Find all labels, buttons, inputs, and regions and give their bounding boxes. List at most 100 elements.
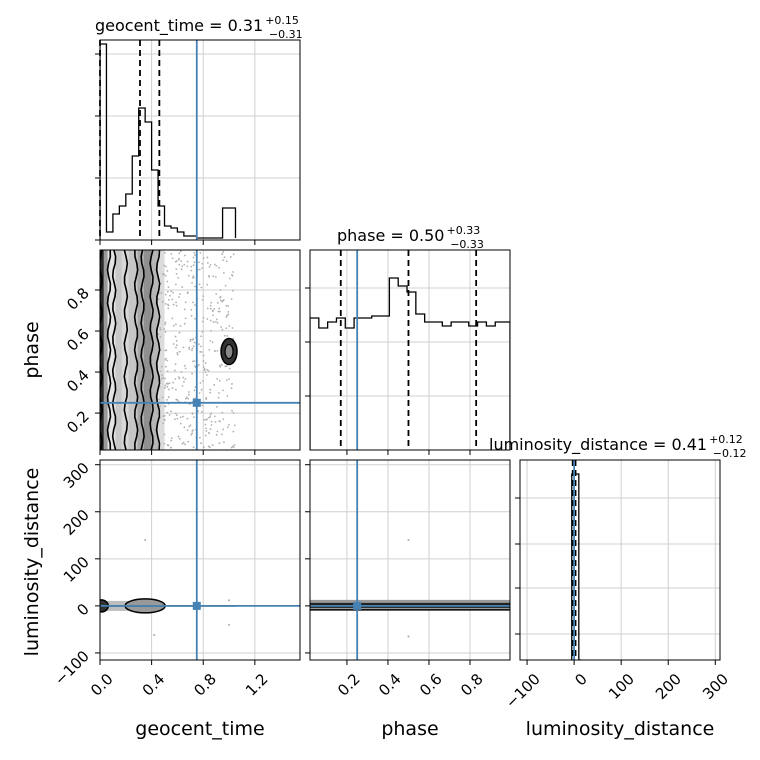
scatter-point (191, 347, 194, 350)
scatter-point (192, 360, 194, 363)
scatter-point (199, 350, 202, 353)
scatter-point (213, 384, 216, 386)
scatter-point (179, 416, 182, 419)
scatter-point (165, 265, 167, 268)
scatter-point (163, 264, 166, 267)
scatter-point (178, 437, 181, 440)
scatter-point (168, 382, 171, 385)
dist-vs-time-ytick-label-0: −100 (51, 647, 93, 689)
scatter-point (167, 307, 170, 310)
scatter-point (221, 433, 223, 436)
dist-hist-xtick-label-4: 300 (699, 670, 732, 703)
scatter-point (182, 441, 185, 444)
scatter-point (219, 420, 221, 423)
scatter-point (221, 299, 224, 302)
scatter-point (218, 307, 221, 310)
scatter-point (192, 416, 195, 419)
scatter-point (208, 432, 210, 435)
scatter-point (182, 380, 185, 383)
scatter-point (190, 269, 193, 272)
scatter-point (165, 365, 167, 368)
scatter-point (190, 309, 193, 311)
scatter-point (201, 262, 204, 265)
scatter-point (178, 263, 181, 266)
scatter-point (172, 343, 175, 345)
scatter-point (209, 428, 212, 431)
frame-p11 (309, 249, 511, 451)
density-geocent-time-phase (100, 250, 238, 450)
frame-p00 (99, 39, 301, 241)
scatter-point (224, 284, 227, 287)
scatter-point (172, 291, 174, 294)
scatter-point (222, 251, 225, 253)
scatter-point (187, 397, 190, 400)
scatter-point (177, 276, 180, 279)
scatter-point (176, 351, 179, 354)
density-phase-distance (310, 539, 510, 638)
scatter-point (167, 286, 170, 289)
scatter-point (206, 318, 209, 320)
phase-histogram (310, 277, 510, 450)
scatter-point (215, 318, 218, 321)
scatter-point (232, 430, 235, 433)
scatter-point (222, 428, 225, 431)
title-geocent-time: geocent_time = 0.31 +0.15 −0.31 (95, 14, 303, 41)
scatter-point (190, 265, 193, 268)
scatter-point (170, 290, 173, 293)
scatter-point (184, 367, 187, 370)
scatter-point (194, 254, 196, 256)
frame-p21 (309, 459, 511, 661)
scatter-point (226, 394, 229, 397)
scatter-point (221, 253, 224, 255)
scatter-point (221, 411, 224, 414)
scatter-point (212, 314, 214, 317)
contour-6 (149, 250, 154, 450)
scatter-point (223, 334, 226, 337)
scatter-point (159, 405, 162, 407)
scatter-point (167, 396, 170, 398)
scatter-point (228, 325, 231, 327)
scatter-point (183, 364, 186, 367)
contour-7 (155, 250, 161, 450)
scatter-point (162, 422, 165, 425)
scatter-point (179, 250, 182, 253)
scatter-point (233, 443, 236, 446)
scatter-point (202, 446, 205, 449)
scatter-point (192, 256, 195, 259)
scatter-point (163, 386, 166, 389)
scatter-point (178, 257, 181, 260)
scatter-point (207, 369, 210, 372)
scatter-point (209, 304, 212, 307)
scatter-point (174, 363, 177, 366)
scatter-point (163, 418, 166, 421)
scatter-point (170, 410, 172, 413)
dist-vs-phase-xtick-label-3: 0.8 (457, 670, 487, 700)
scatter-point (174, 412, 177, 415)
scatter-point (223, 256, 226, 259)
scatter-point (144, 539, 147, 541)
scatter-point (209, 388, 212, 391)
contour-3 (123, 250, 129, 450)
scatter-point (170, 446, 172, 449)
scatter-point (175, 301, 177, 304)
scatter-point (184, 378, 187, 380)
dist-hist-xtick-label-0: −100 (502, 670, 544, 712)
scatter-point (178, 252, 181, 255)
scatter-point (213, 263, 216, 266)
scatter-point (159, 328, 162, 331)
dist-vs-time-ytick-label-3: 200 (60, 506, 93, 539)
scatter-point (204, 371, 207, 374)
scatter-point (159, 370, 162, 373)
scatter-point (189, 338, 192, 341)
dist-vs-phase-xtick-label-1: 0.4 (375, 670, 405, 700)
ylabel-phase: phase (21, 321, 43, 378)
scatter-point (180, 268, 183, 271)
scatter-point (175, 304, 178, 307)
scatter-point (157, 333, 160, 336)
scatter-point (191, 430, 194, 432)
scatter-point (197, 343, 200, 346)
scatter-point (166, 444, 169, 446)
scatter-point (168, 388, 170, 391)
scatter-point (191, 432, 194, 434)
scatter-point (231, 383, 233, 385)
